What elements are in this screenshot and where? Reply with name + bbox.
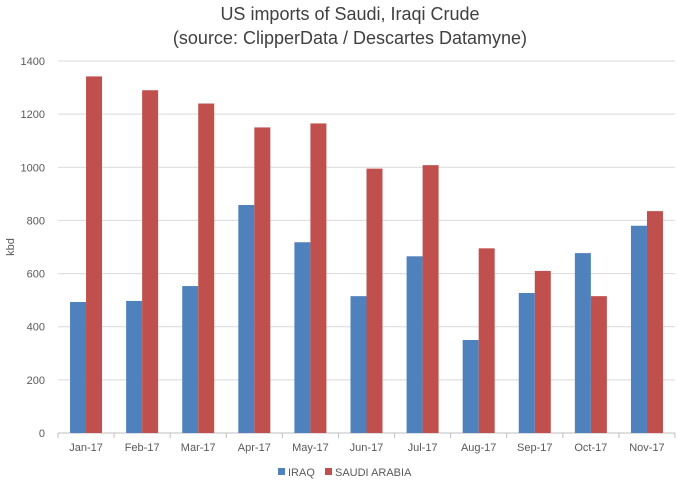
bar-saudi-arabia xyxy=(422,165,439,433)
x-tick-label: May-17 xyxy=(292,442,329,454)
bar-saudi-arabia xyxy=(534,270,551,433)
x-tick-label: Jan-17 xyxy=(69,442,103,454)
y-axis-label: kbd xyxy=(5,238,17,256)
y-tick-label: 0 xyxy=(39,428,45,440)
x-tick-label: Nov-17 xyxy=(629,442,664,454)
legend-swatch-iraq xyxy=(278,468,285,475)
bar-saudi-arabia xyxy=(86,76,103,433)
y-tick-label: 1200 xyxy=(21,109,45,121)
bar-saudi-arabia xyxy=(310,123,327,433)
x-tick-label: Apr-17 xyxy=(238,442,271,454)
x-tick-label: Oct-17 xyxy=(574,442,607,454)
bar-iraq xyxy=(574,253,591,433)
y-tick-label: 1400 xyxy=(21,56,45,68)
bar-saudi-arabia xyxy=(366,168,383,433)
chart-subtitle: (source: ClipperData / Descartes Datamyn… xyxy=(173,28,527,48)
x-tick-label: Mar-17 xyxy=(181,442,216,454)
y-tick-labels: 0 200 400 600 800 1000 1200 1400 xyxy=(21,56,45,440)
bar-iraq xyxy=(406,256,423,433)
legend: IRAQ SAUDI ARABIA xyxy=(278,467,412,479)
y-tick-label: 600 xyxy=(27,269,45,281)
bar-saudi-arabia xyxy=(198,103,215,433)
bar-saudi-arabia xyxy=(478,248,495,433)
y-tick-label: 200 xyxy=(27,375,45,387)
legend-label-iraq: IRAQ xyxy=(288,467,315,479)
bar-saudi-arabia xyxy=(254,127,271,433)
x-tick-label: Jul-17 xyxy=(408,442,438,454)
x-tick-label: Aug-17 xyxy=(461,442,496,454)
bar-iraq xyxy=(462,340,479,433)
bar-iraq xyxy=(126,300,143,433)
bar-saudi-arabia xyxy=(590,296,607,433)
legend-swatch-saudi-arabia xyxy=(325,468,332,475)
bar-iraq xyxy=(294,242,311,433)
y-tick-label: 400 xyxy=(27,322,45,334)
bar-saudi-arabia xyxy=(142,90,159,433)
bars xyxy=(70,76,663,433)
x-tick-label: Jun-17 xyxy=(350,442,384,454)
legend-label-saudi-arabia: SAUDI ARABIA xyxy=(335,467,412,479)
bar-iraq xyxy=(518,292,535,433)
y-tick-label: 1000 xyxy=(21,162,45,174)
x-tick-label: Feb-17 xyxy=(125,442,160,454)
bar-iraq xyxy=(238,205,255,433)
y-tick-label: 800 xyxy=(27,215,45,227)
bar-iraq xyxy=(182,286,199,433)
x-tick-labels: Jan-17 Feb-17 Mar-17 Apr-17 May-17 Jun-17 Jul-… xyxy=(69,442,664,454)
bar-iraq xyxy=(350,296,367,433)
bar-iraq xyxy=(70,302,87,433)
x-tick-label: Sep-17 xyxy=(517,442,552,454)
chart-title: US imports of Saudi, Iraqi Crude xyxy=(220,4,479,24)
bar-saudi-arabia xyxy=(646,211,663,433)
bar-iraq xyxy=(630,225,647,433)
